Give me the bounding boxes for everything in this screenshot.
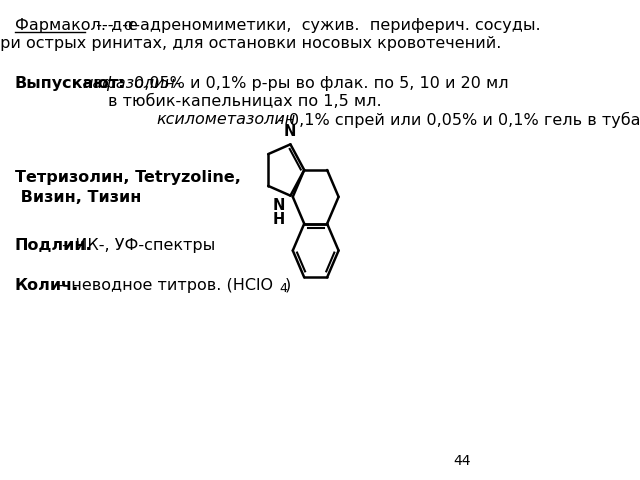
Text: - 0,1% спрей или 0,05% и 0,1% гель в тубах: - 0,1% спрей или 0,05% и 0,1% гель в туб… <box>273 112 640 128</box>
Text: нафазолин-: нафазолин- <box>83 76 181 91</box>
Text: N: N <box>284 124 296 139</box>
Text: Выпускают:: Выпускают: <box>15 76 125 91</box>
Text: ксилометазолин: ксилометазолин <box>156 112 296 127</box>
Text: в тюбик-капельницах по 1,5 мл.: в тюбик-капельницах по 1,5 мл. <box>108 94 382 109</box>
Text: N: N <box>272 198 285 213</box>
Text: ---  α-адреномиметики,  сужив.  периферич. сосуды.: --- α-адреномиметики, сужив. периферич. … <box>86 18 540 33</box>
Text: 0,05% и 0,1% р-ры во флак. по 5, 10 и 20 мл: 0,05% и 0,1% р-ры во флак. по 5, 10 и 20… <box>129 76 509 91</box>
Text: ): ) <box>285 278 291 293</box>
Text: При острых ринитах, для остановки носовых кровотечений.: При острых ринитах, для остановки носовы… <box>0 36 502 51</box>
Text: – ИК-, УФ-спектры: – ИК-, УФ-спектры <box>58 238 216 253</box>
Text: Подлин.: Подлин. <box>15 238 92 253</box>
Text: Тетризолин, Tetryzoline,: Тетризолин, Tetryzoline, <box>15 170 241 185</box>
Text: Визин, Тизин: Визин, Тизин <box>15 190 141 205</box>
Text: – неводное титров. (HClO: – неводное титров. (HClO <box>53 278 273 293</box>
Text: 4: 4 <box>280 282 288 295</box>
Text: Фармакол. д-е: Фармакол. д-е <box>15 18 138 33</box>
Text: Колич.: Колич. <box>15 278 79 293</box>
Text: H: H <box>272 212 285 227</box>
Text: 44: 44 <box>453 454 470 468</box>
